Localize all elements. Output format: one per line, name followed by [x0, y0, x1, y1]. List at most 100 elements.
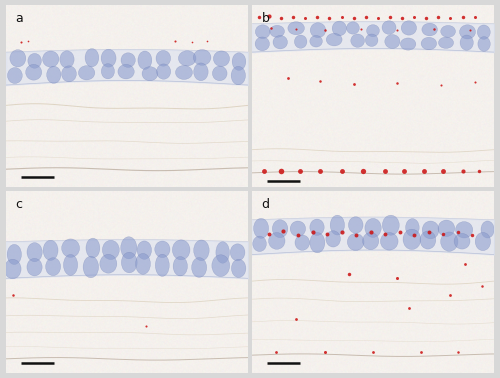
Ellipse shape: [326, 33, 342, 46]
Ellipse shape: [122, 252, 137, 273]
Ellipse shape: [460, 35, 473, 50]
Ellipse shape: [440, 25, 456, 37]
Ellipse shape: [156, 64, 170, 79]
Ellipse shape: [310, 36, 322, 47]
Ellipse shape: [348, 217, 363, 233]
Ellipse shape: [101, 49, 116, 67]
Ellipse shape: [60, 51, 74, 68]
Ellipse shape: [62, 66, 76, 82]
Ellipse shape: [253, 236, 266, 251]
Ellipse shape: [456, 222, 473, 238]
Ellipse shape: [194, 240, 209, 261]
Ellipse shape: [478, 25, 490, 39]
Text: b: b: [262, 12, 270, 25]
Ellipse shape: [43, 240, 58, 260]
Text: a: a: [16, 12, 24, 25]
Ellipse shape: [332, 21, 346, 36]
Ellipse shape: [254, 218, 268, 239]
Ellipse shape: [172, 240, 190, 260]
Text: d: d: [262, 198, 270, 211]
Ellipse shape: [421, 37, 436, 50]
Ellipse shape: [231, 66, 246, 85]
Ellipse shape: [7, 245, 22, 265]
Ellipse shape: [192, 257, 206, 277]
Ellipse shape: [173, 257, 188, 276]
Ellipse shape: [481, 221, 494, 238]
Ellipse shape: [382, 21, 396, 34]
Ellipse shape: [138, 51, 152, 70]
Ellipse shape: [100, 254, 117, 273]
Ellipse shape: [290, 221, 306, 237]
Ellipse shape: [326, 231, 340, 247]
Ellipse shape: [46, 258, 60, 276]
Ellipse shape: [194, 50, 211, 65]
Ellipse shape: [155, 241, 170, 258]
Ellipse shape: [27, 243, 42, 262]
Ellipse shape: [46, 66, 61, 84]
Ellipse shape: [422, 23, 438, 36]
Ellipse shape: [365, 218, 381, 237]
Ellipse shape: [256, 25, 270, 39]
Ellipse shape: [454, 233, 470, 249]
Ellipse shape: [362, 232, 379, 249]
Ellipse shape: [230, 244, 245, 261]
Ellipse shape: [406, 218, 419, 236]
Ellipse shape: [232, 53, 246, 70]
Ellipse shape: [366, 25, 380, 37]
Ellipse shape: [460, 25, 475, 39]
Ellipse shape: [295, 235, 310, 250]
Ellipse shape: [403, 229, 421, 249]
Ellipse shape: [351, 34, 364, 47]
Ellipse shape: [118, 64, 134, 79]
Text: c: c: [16, 198, 22, 211]
Ellipse shape: [310, 232, 325, 253]
Ellipse shape: [401, 21, 416, 35]
Ellipse shape: [440, 232, 458, 251]
Ellipse shape: [348, 233, 364, 251]
Ellipse shape: [85, 49, 99, 67]
Ellipse shape: [255, 37, 270, 51]
Ellipse shape: [102, 240, 120, 260]
Ellipse shape: [120, 237, 137, 259]
Ellipse shape: [294, 35, 307, 48]
Ellipse shape: [273, 36, 287, 49]
Ellipse shape: [420, 231, 436, 249]
Ellipse shape: [422, 221, 439, 239]
Ellipse shape: [478, 37, 490, 51]
Ellipse shape: [272, 220, 288, 238]
Ellipse shape: [438, 37, 454, 48]
Ellipse shape: [475, 232, 490, 251]
Ellipse shape: [64, 254, 78, 275]
Ellipse shape: [310, 219, 324, 235]
Ellipse shape: [86, 238, 100, 258]
Ellipse shape: [156, 50, 170, 66]
Ellipse shape: [28, 53, 42, 68]
Ellipse shape: [136, 253, 150, 274]
Ellipse shape: [10, 50, 26, 67]
Ellipse shape: [27, 258, 42, 276]
Ellipse shape: [102, 64, 114, 79]
Ellipse shape: [121, 53, 136, 67]
Ellipse shape: [26, 64, 42, 80]
Ellipse shape: [380, 232, 398, 250]
Ellipse shape: [346, 22, 360, 34]
Ellipse shape: [288, 22, 304, 35]
Ellipse shape: [4, 259, 21, 279]
Ellipse shape: [176, 65, 192, 79]
Ellipse shape: [137, 241, 152, 259]
Ellipse shape: [178, 51, 196, 66]
Ellipse shape: [438, 220, 454, 237]
Ellipse shape: [382, 215, 400, 235]
Ellipse shape: [8, 68, 22, 84]
Ellipse shape: [232, 259, 246, 277]
Ellipse shape: [216, 242, 230, 263]
Ellipse shape: [156, 254, 170, 276]
Ellipse shape: [400, 38, 416, 50]
Ellipse shape: [310, 23, 326, 38]
Ellipse shape: [212, 255, 230, 276]
Ellipse shape: [212, 66, 227, 81]
Ellipse shape: [62, 239, 80, 257]
Ellipse shape: [268, 232, 285, 249]
Ellipse shape: [142, 67, 158, 81]
Ellipse shape: [42, 51, 59, 67]
